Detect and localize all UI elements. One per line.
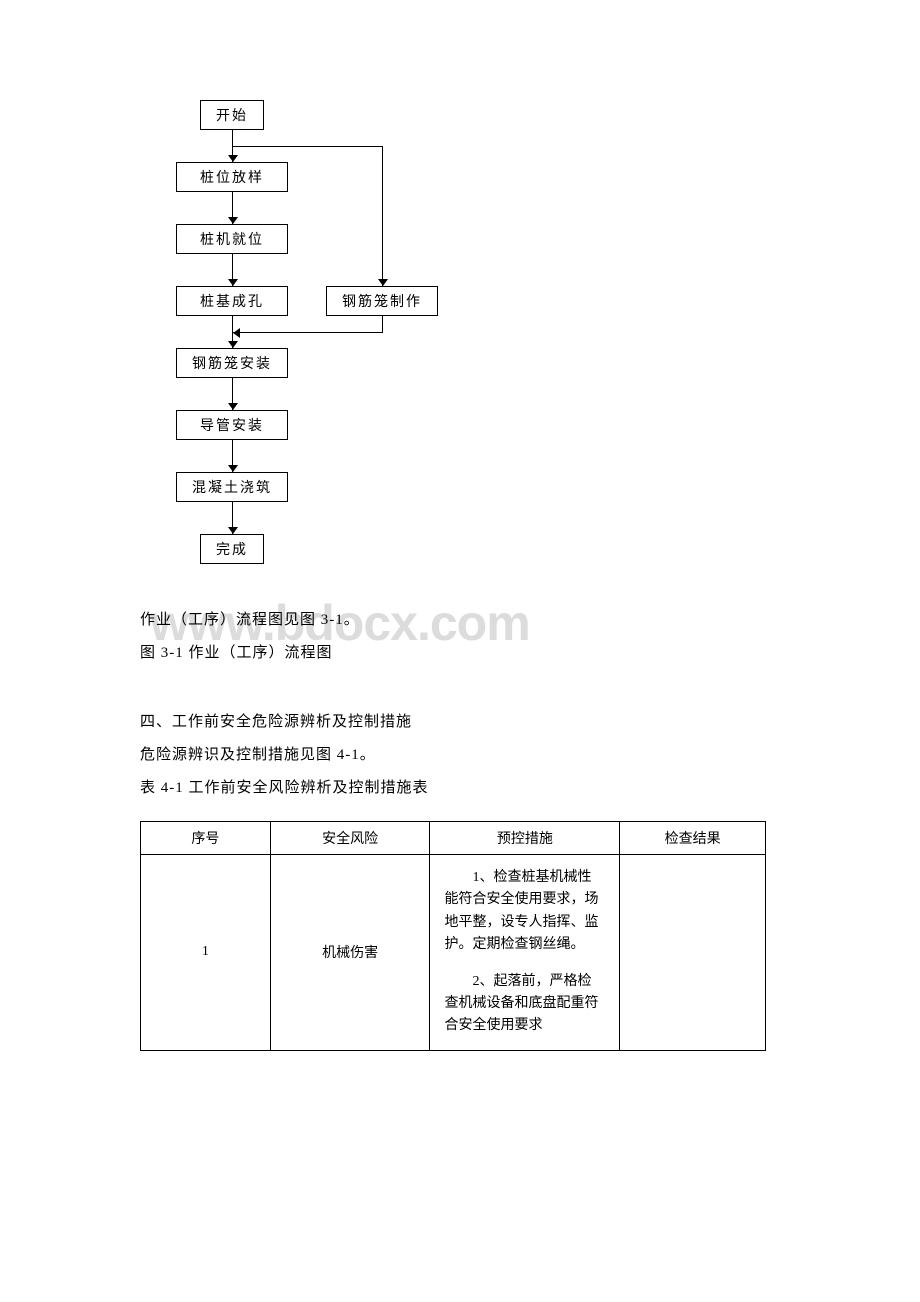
- flowchart-node-n2: 桩机就位: [176, 224, 288, 254]
- flowchart-node-n7: 混凝土浇筑: [176, 472, 288, 502]
- flowchart-arrowhead: [228, 465, 238, 472]
- page-content: 开始桩位放样桩机就位桩基成孔 钢筋笼制作钢筋笼安装导管安装混凝土浇筑完成 作业（工…: [140, 100, 780, 1051]
- flowchart-node-n4: 钢筋笼制作: [326, 286, 438, 316]
- measure-paragraph: 1、检查桩基机械性能符合安全使用要求，场地平整，设专人指挥、监护。定期检查钢丝绳…: [444, 867, 605, 957]
- flowchart-node-n3: 桩基成孔: [176, 286, 288, 316]
- flowchart-diagram: 开始桩位放样桩机就位桩基成孔 钢筋笼制作钢筋笼安装导管安装混凝土浇筑完成: [158, 100, 478, 586]
- flowchart-node-n6: 导管安装: [176, 410, 288, 440]
- flowchart-node-n8: 完成: [200, 534, 264, 564]
- flowchart-connector: [232, 332, 326, 333]
- table-cell-seq: 1: [141, 855, 271, 1051]
- section-4-title: 四、工作前安全危险源辨析及控制措施: [140, 706, 780, 739]
- table-header-cell: 检查结果: [620, 822, 766, 855]
- flowchart-arrowhead: [228, 341, 238, 348]
- caption-line-1: 作业（工序）流程图见图 3-1。: [140, 604, 780, 637]
- flowchart-arrowhead: [228, 217, 238, 224]
- table-row: 1机械伤害1、检查桩基机械性能符合安全使用要求，场地平整，设专人指挥、监护。定期…: [141, 855, 766, 1051]
- flowchart-arrowhead: [228, 279, 238, 286]
- flowchart-node-n5: 钢筋笼安装: [176, 348, 288, 378]
- caption-line-2: 图 3-1 作业（工序）流程图: [140, 637, 780, 670]
- flowchart-arrowhead: [378, 279, 388, 286]
- section-4-sub: 危险源辨识及控制措施见图 4-1。: [140, 739, 780, 772]
- flowchart-arrowhead: [228, 527, 238, 534]
- risk-table: 序号安全风险预控措施检查结果1机械伤害1、检查桩基机械性能符合安全使用要求，场地…: [140, 821, 766, 1051]
- table-header-cell: 安全风险: [270, 822, 430, 855]
- table-caption: 表 4-1 工作前安全风险辨析及控制措施表: [140, 772, 780, 805]
- flowchart-connector: [382, 146, 383, 286]
- table-cell-measure: 1、检查桩基机械性能符合安全使用要求，场地平整，设专人指挥、监护。定期检查钢丝绳…: [430, 855, 620, 1051]
- table-header-cell: 预控措施: [430, 822, 620, 855]
- table-cell-result: [620, 855, 766, 1051]
- flowchart-connector: [382, 316, 383, 333]
- table-cell-risk: 机械伤害: [270, 855, 430, 1051]
- flowchart-arrowhead: [228, 403, 238, 410]
- flowchart-arrowhead: [228, 155, 238, 162]
- caption-block: 作业（工序）流程图见图 3-1。 图 3-1 作业（工序）流程图 四、工作前安全…: [140, 604, 780, 805]
- flowchart-node-n0: 开始: [200, 100, 264, 130]
- measure-paragraph: 2、起落前，严格检查机械设备和底盘配重符合安全使用要求: [444, 971, 605, 1038]
- flowchart-connector: [232, 146, 383, 147]
- flowchart-node-n1: 桩位放样: [176, 162, 288, 192]
- flowchart-arrowhead: [233, 328, 240, 338]
- flowchart-connector: [326, 332, 382, 333]
- table-header-cell: 序号: [141, 822, 271, 855]
